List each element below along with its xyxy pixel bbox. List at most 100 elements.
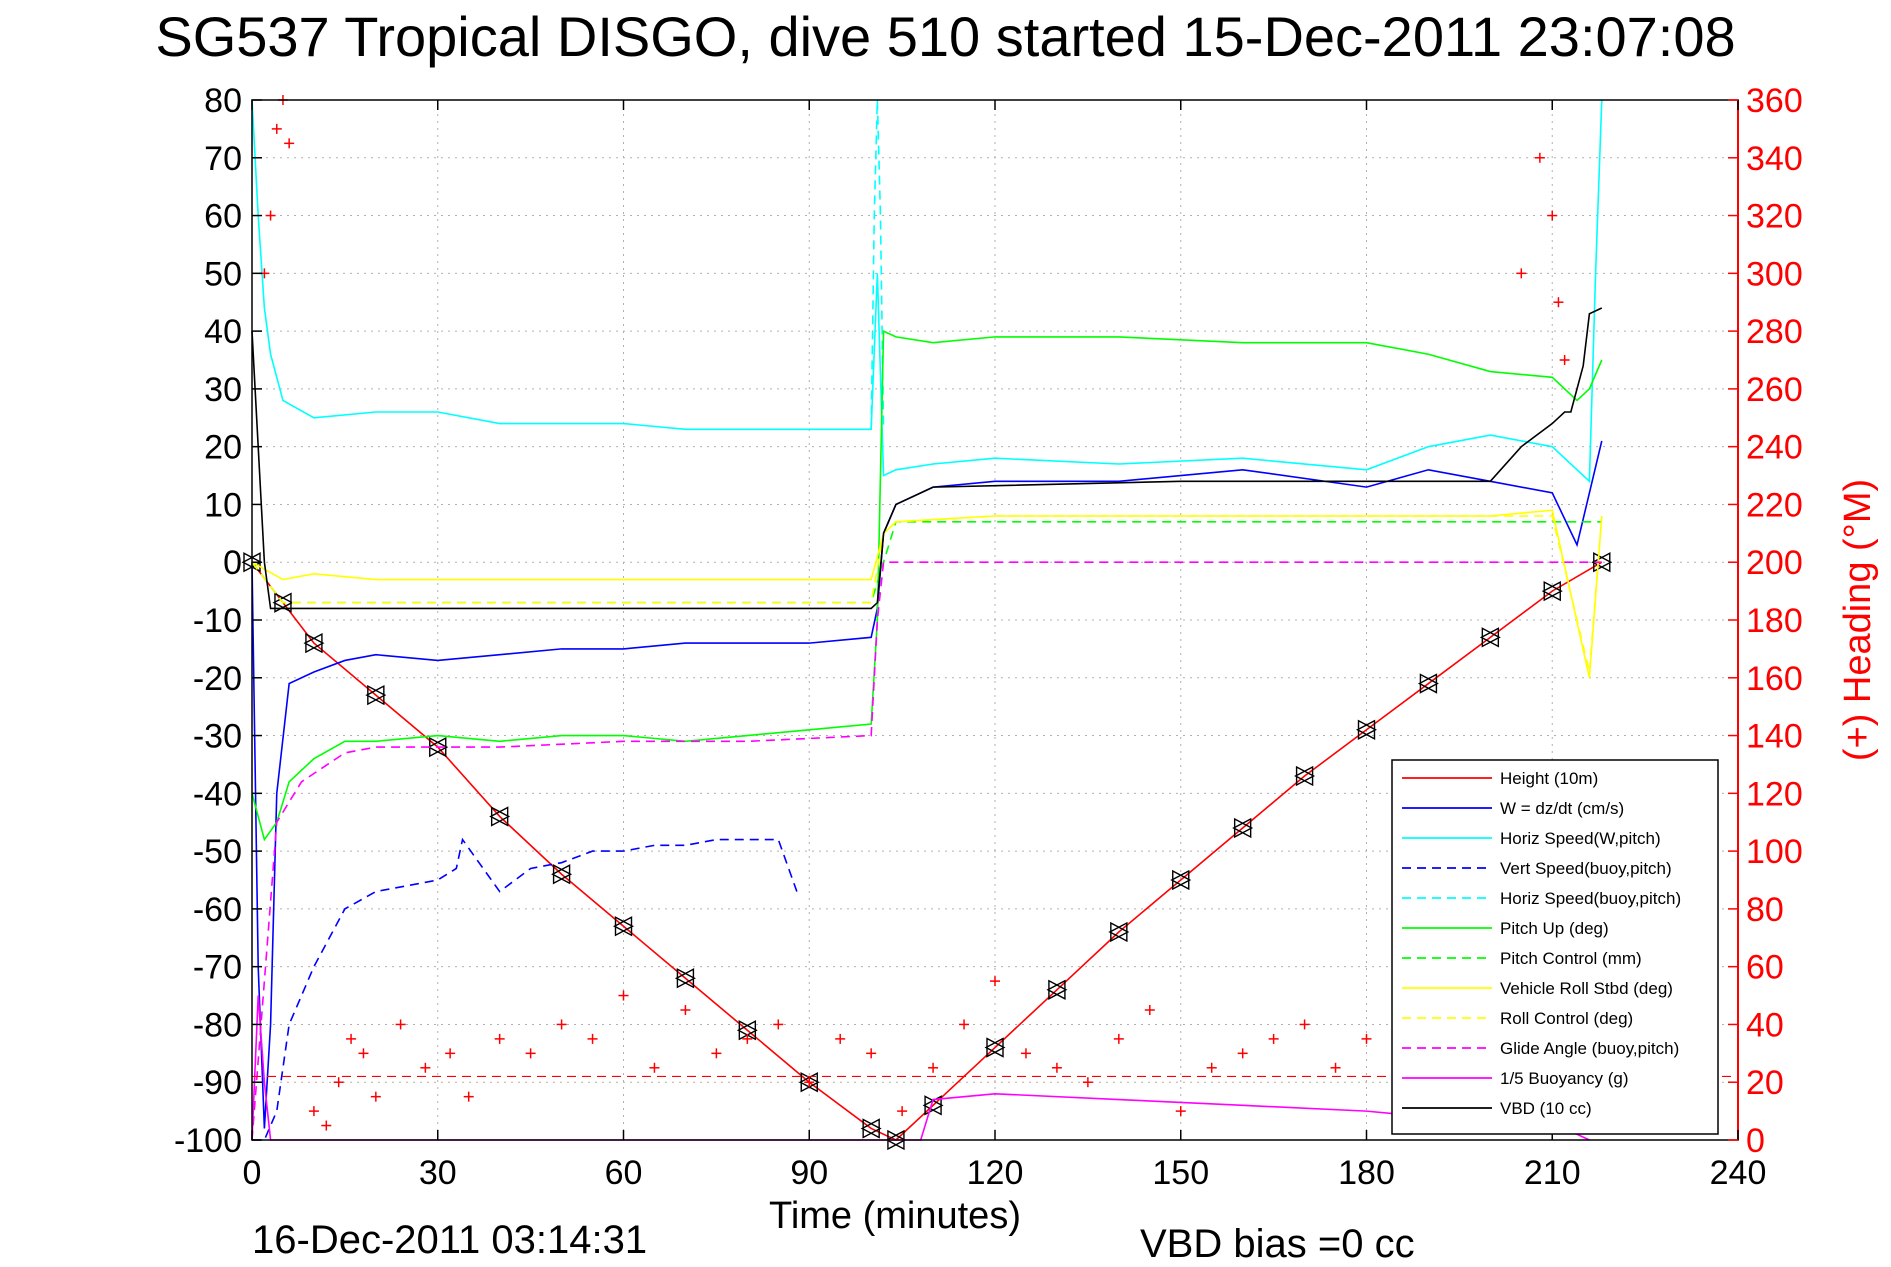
heading-marker [1175,1106,1186,1117]
heading-marker [284,138,295,149]
y2-tick-label: 320 [1746,198,1803,236]
x-tick-label: 30 [419,1154,457,1192]
heading-marker [1553,297,1564,308]
y2-tick-label: 360 [1746,82,1803,120]
y2-tick-label: 40 [1746,1006,1784,1044]
heading-marker [333,1077,344,1088]
series-line-3 [252,837,798,1141]
heading-marker [1534,152,1545,163]
heading-marker [271,123,282,134]
x-tick-label: 0 [243,1154,262,1192]
height-marker [984,1037,1004,1058]
heading-marker [866,1048,877,1059]
heading-marker [420,1062,431,1073]
footer-bias: VBD bias =0 cc [1140,1222,1415,1266]
series-line-7 [251,509,1603,678]
y2-tick-label: 140 [1746,718,1803,756]
x-tick-label: 210 [1524,1154,1581,1192]
axes: 0 30 60 90 120 150 180 210 24080706050403020100-… [174,82,1879,1237]
height-marker [1294,765,1314,787]
legend-label: Glide Angle (buoy,pitch) [1500,1039,1679,1058]
series-line-5 [251,329,1603,842]
x-tick-label: 240 [1710,1154,1767,1192]
x-tick-label: 150 [1152,1154,1209,1192]
y-tick-label: 0 [223,544,242,582]
y-tick-label: 10 [204,486,242,524]
series-line-4 [870,99,885,430]
y2-tick-label: 120 [1746,775,1803,813]
series-line-9 [251,561,1602,1141]
height-marker [1356,719,1376,740]
heading-marker [1268,1033,1279,1044]
y2-tick-label: 80 [1746,891,1784,929]
heading-marker [897,1106,908,1117]
heading-marker [959,1019,970,1030]
heading-marker [1516,268,1527,279]
legend-label: Pitch Control (mm) [1500,949,1642,968]
y-tick-label: 50 [204,255,242,293]
heading-marker [370,1091,381,1102]
heading-marker [445,1048,456,1059]
heading-marker [1082,1077,1093,1088]
heading-marker [395,1019,406,1030]
heading-marker [1206,1062,1217,1073]
heading-marker [928,1062,939,1073]
y-tick-label: 20 [204,429,242,467]
y-tick-label: 80 [204,82,242,120]
heading-marker [1547,210,1558,221]
chart-title: SG537 Tropical DISGO, dive 510 started 1… [155,5,1736,68]
y-tick-label: 40 [204,313,242,351]
height-marker [489,806,509,827]
x-tick-label: 90 [790,1154,828,1192]
heading-marker [1144,1005,1155,1015]
y2-tick-label: 0 [1746,1122,1765,1160]
height-marker [1170,869,1190,891]
x-tick-label: 60 [605,1154,643,1192]
heading-marker [1020,1048,1031,1059]
y2-tick-label: 260 [1746,371,1803,409]
footer-date: 16-Dec-2011 03:14:31 [252,1218,648,1262]
y2-tick-label: 240 [1746,429,1803,467]
legend-label: Horiz Speed(W,pitch) [1500,829,1661,848]
y2-tick-label: 340 [1746,140,1803,178]
heading-marker [835,1033,846,1044]
height-marker [1232,817,1252,839]
series-line-11 [251,307,1603,610]
legend-label: Roll Control (deg) [1500,1009,1633,1028]
heading-marker [1299,1019,1310,1030]
heading-marker [525,1048,536,1059]
heading-marker [321,1120,332,1131]
legend: Height (10m) W = dz/dt (cm/s) Horiz Speed(… [1391,759,1719,1135]
heading-marker [358,1048,369,1059]
legend-label: W = dz/dt (cm/s) [1500,799,1624,818]
heading-marker [265,210,276,221]
legend-label: Horiz Speed(buoy,pitch) [1500,889,1681,908]
heading-marker [680,1005,691,1015]
height-marker [674,968,695,989]
heading-marker [742,1033,753,1044]
legend-label: 1/5 Buoyancy (g) [1500,1069,1629,1088]
height-marker [613,916,633,937]
y2-tick-label: 300 [1746,255,1803,293]
legend-label: Vert Speed(buoy,pitch) [1500,859,1672,878]
height-marker [1046,979,1066,1000]
y-tick-label: 60 [204,198,242,236]
height-marker [1108,921,1128,943]
y-tick-label: -70 [193,949,242,987]
height-marker [860,1118,880,1139]
heading-marker [618,990,629,1001]
heading-marker [990,976,1000,987]
heading-marker [1330,1062,1341,1073]
height-marker [1591,552,1611,573]
height-marker [427,736,447,758]
legend-box [1391,759,1719,1135]
y2-tick-label: 100 [1746,833,1803,871]
y2-tick-label: 280 [1746,313,1803,351]
heading-marker [1361,1033,1372,1044]
height-marker [1541,580,1561,602]
series-line-1 [251,440,1603,1129]
x-tick-label: 120 [967,1154,1024,1192]
y-tick-label: 30 [204,371,242,409]
y2-tick-label: 200 [1746,544,1803,582]
